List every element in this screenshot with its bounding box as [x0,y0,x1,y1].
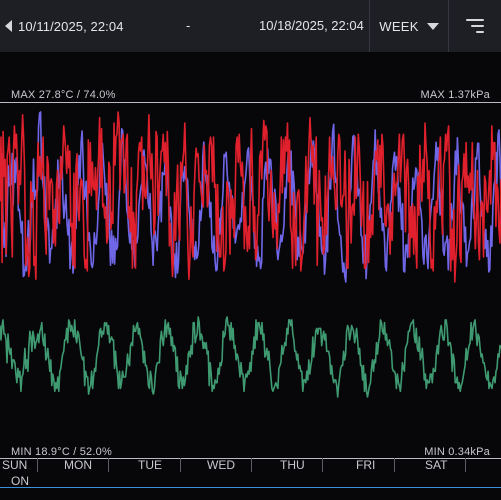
day-tick [108,458,109,472]
max-pressure-label: MAX 1.37kPa [420,89,490,101]
min-line [0,458,501,459]
chevron-left-icon [5,20,12,32]
max-line [0,102,501,103]
day-tick [322,458,323,472]
range-separator: - [186,18,191,33]
sort-icon [466,19,484,33]
day-label-fri: FRI [356,458,376,472]
chevron-down-icon [426,22,439,30]
range-start-button[interactable]: 10/11/2025, 22:04 [5,0,124,52]
day-label-wed: WED [207,458,235,472]
range-start-label: 10/11/2025, 22:04 [18,18,124,34]
day-axis: SUN MON TUE WED THU FRI SAT [0,458,501,472]
day-label-thu: THU [280,458,305,472]
sensor-chart [0,111,501,398]
min-pressure-label: MIN 0.34kPa [424,446,490,458]
header-bar: 10/11/2025, 22:04 - 10/18/2025, 22:04 WE… [0,0,501,52]
pressure-series-line [0,316,501,398]
day-label-sat: SAT [425,458,448,472]
day-tick [37,458,38,472]
status-row: ON [0,474,501,488]
day-label-sun: SUN [2,458,28,472]
range-end-label[interactable]: 10/18/2025, 22:04 [259,18,364,33]
day-label-tue: TUE [138,458,162,472]
on-status-label: ON [11,474,29,488]
header-divider [369,0,370,52]
sort-button[interactable] [449,0,501,52]
period-dropdown[interactable]: WEEK [370,0,448,52]
day-label-mon: MON [64,458,92,472]
day-tick [465,458,466,472]
day-tick [394,458,395,472]
min-temp-humidity-label: MIN 18.9°C / 52.0% [11,446,112,458]
day-tick [251,458,252,472]
period-label: WEEK [379,18,419,34]
header-divider [448,0,449,52]
max-temp-humidity-label: MAX 27.8°C / 74.0% [11,89,116,101]
temperature-series-line [0,111,501,283]
on-status-line [0,487,501,488]
day-tick [180,458,181,472]
